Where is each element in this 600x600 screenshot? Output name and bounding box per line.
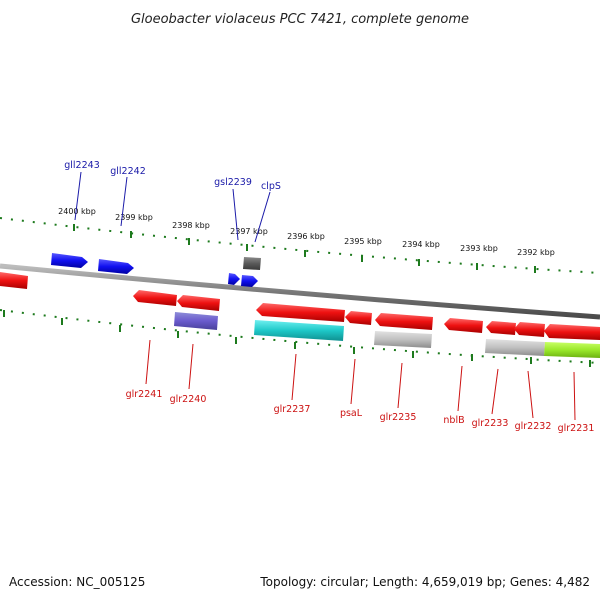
- scale-label: 2398 kbp: [172, 221, 210, 230]
- scale-major-ticks-upper: [73, 224, 536, 273]
- accession-text: Accession: NC_005125: [9, 575, 145, 589]
- gene-block-glr2232-product[interactable]: [544, 342, 600, 358]
- gene-label-glr2237[interactable]: glr2237: [274, 404, 311, 415]
- scale-track-lower: [0, 309, 600, 364]
- gene-label-glr2241[interactable]: glr2241: [126, 389, 163, 400]
- gene-arrow-glr2231[interactable]: [544, 324, 600, 340]
- gene-arrow-glr2241[interactable]: [133, 290, 177, 306]
- scale-major-ticks-lower: [3, 310, 591, 367]
- gene-label-gll2243[interactable]: gll2243: [64, 160, 100, 171]
- scale-track-upper: [0, 217, 600, 274]
- scale-label: 2395 kbp: [344, 237, 382, 246]
- genome-summary-text: Topology: circular; Length: 4,659,019 bp…: [259, 575, 590, 589]
- scale-label: 2397 kbp: [230, 227, 268, 236]
- gene-arrow-left-edge[interactable]: [0, 272, 28, 289]
- gene-label-gll2242[interactable]: gll2242: [110, 166, 146, 177]
- forward-label-leaders: [74, 171, 271, 243]
- gene-block-gsl2239[interactable]: [243, 257, 261, 270]
- gene-label-glr2231[interactable]: glr2231: [558, 423, 595, 434]
- gene-block-glr2233-product[interactable]: [485, 339, 545, 356]
- gene-arrow-glr2232[interactable]: [514, 322, 545, 337]
- gene-arrow-clpS[interactable]: [241, 275, 258, 287]
- gene-label-gsl2239[interactable]: gsl2239: [214, 177, 252, 188]
- reverse-label-leaders: [145, 339, 576, 421]
- gene-label-nblB[interactable]: nblB: [443, 415, 464, 426]
- gene-block-glr2237-product[interactable]: [254, 320, 344, 341]
- gene-arrow-glr2235[interactable]: [375, 313, 433, 330]
- genome-backbone: [0, 263, 600, 320]
- gene-arrow-glr2233[interactable]: [486, 321, 516, 335]
- map-title: Gloeobacter violaceus PCC 7421, complete…: [131, 12, 469, 27]
- scale-label: 2400 kbp: [58, 207, 96, 216]
- reverse-gene-track: [0, 272, 600, 358]
- gene-arrow-glr2240[interactable]: [177, 295, 220, 311]
- scale-label: 2394 kbp: [402, 240, 440, 249]
- scale-label: 2396 kbp: [287, 232, 325, 241]
- gene-arrow-gll2243[interactable]: [51, 253, 88, 268]
- gene-label-glr2232[interactable]: glr2232: [515, 421, 552, 432]
- gene-label-glr2235[interactable]: glr2235: [380, 412, 417, 423]
- gene-label-psaL[interactable]: psaL: [340, 408, 363, 419]
- gene-arrow-nblB[interactable]: [444, 318, 483, 333]
- gene-arrow-gll2242[interactable]: [98, 259, 134, 274]
- scale-label: 2399 kbp: [115, 213, 153, 222]
- scale-label: 2392 kbp: [517, 248, 555, 257]
- gene-arrow-psaL[interactable]: [345, 311, 372, 325]
- gene-arrow-glr2237[interactable]: [256, 303, 345, 322]
- gene-label-clpS[interactable]: clpS: [261, 181, 281, 192]
- gene-label-glr2240[interactable]: glr2240: [170, 394, 207, 405]
- gene-block-glr2240-product[interactable]: [174, 312, 218, 330]
- gene-block-glr2235-product[interactable]: [374, 331, 432, 348]
- gene-label-glr2233[interactable]: glr2233: [472, 418, 509, 429]
- scale-label: 2393 kbp: [460, 244, 498, 253]
- gene-arrow-unlabeled[interactable]: [228, 273, 240, 285]
- forward-gene-track: [51, 253, 261, 287]
